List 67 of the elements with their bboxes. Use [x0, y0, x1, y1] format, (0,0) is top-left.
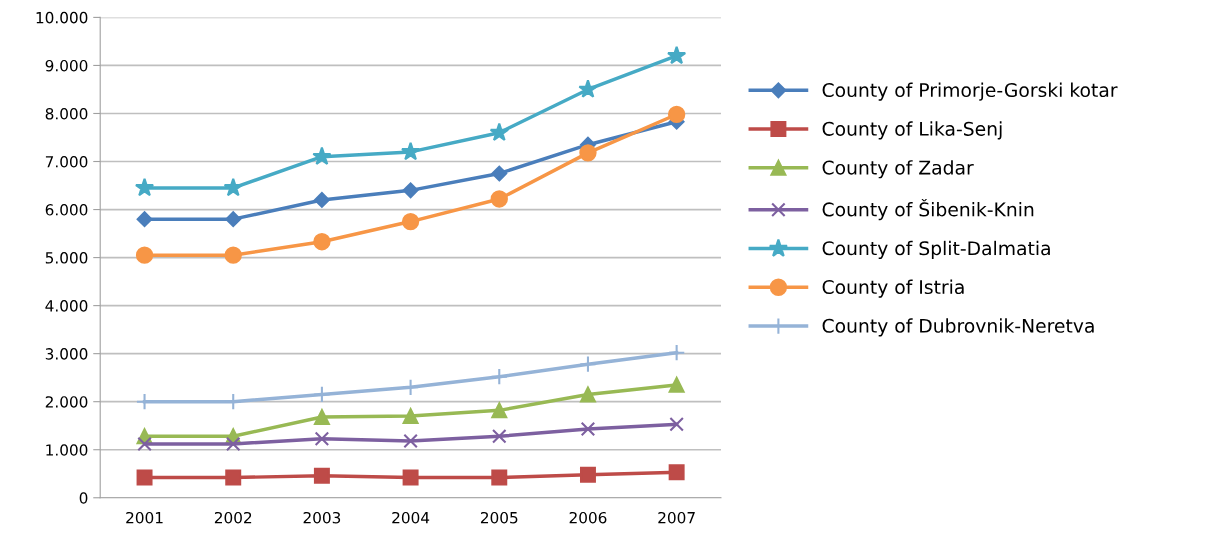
point — [402, 469, 419, 486]
point — [136, 469, 153, 486]
point — [225, 469, 242, 486]
point — [491, 469, 508, 486]
point — [578, 79, 598, 98]
x-tick-label: 2004 — [392, 511, 430, 524]
point — [313, 467, 330, 484]
point — [312, 146, 332, 166]
point — [135, 246, 154, 264]
point — [668, 464, 685, 481]
point — [402, 182, 419, 199]
point — [491, 428, 507, 444]
y-tick-label: 7.000 — [45, 155, 88, 168]
point — [225, 436, 241, 452]
point — [314, 431, 330, 446]
x-tick-label: 2005 — [480, 511, 518, 524]
legend-label: County of Primorje-Gorski kotar — [822, 82, 1118, 101]
point — [225, 211, 242, 228]
point — [313, 385, 331, 404]
x-tick-label: 2002 — [214, 511, 252, 524]
point — [579, 144, 597, 162]
y-tick-label: 10.000 — [36, 11, 88, 24]
x-tick-label: 2001 — [126, 511, 163, 524]
y-tick-label: 5.000 — [45, 252, 88, 264]
legend-label: County of Istria — [822, 279, 964, 298]
point — [402, 408, 419, 425]
point — [491, 165, 508, 182]
point — [579, 386, 596, 403]
y-tick-label: 3.000 — [45, 348, 88, 360]
y-tick-label: 9.000 — [45, 59, 88, 72]
point — [136, 211, 153, 228]
legend-label: County of Split-Dalmatia — [822, 240, 1050, 259]
point — [137, 436, 152, 452]
point — [669, 416, 684, 432]
point — [579, 466, 596, 483]
point — [667, 344, 686, 362]
y-tick-label: 1.000 — [46, 444, 88, 456]
point — [490, 190, 508, 208]
point — [313, 233, 331, 251]
point — [401, 212, 420, 231]
x-tick-label: 2003 — [303, 511, 341, 524]
point — [400, 141, 421, 161]
point — [579, 355, 597, 373]
y-tick-label: 0 — [79, 492, 88, 504]
point — [667, 45, 687, 65]
point — [490, 368, 508, 386]
point — [668, 376, 685, 393]
x-tick-label: 2007 — [658, 511, 695, 524]
x-tick-label: 2006 — [569, 511, 607, 524]
legend-label: County of Zadar — [822, 160, 974, 179]
point — [223, 177, 243, 197]
legend-label: County of Dubrovnik-Neretva — [822, 318, 1094, 337]
point — [491, 402, 508, 419]
y-tick-label: 4.000 — [45, 300, 88, 312]
point — [489, 122, 509, 142]
point — [313, 409, 330, 426]
point — [403, 433, 418, 449]
point — [224, 246, 242, 264]
point — [314, 192, 330, 208]
point — [134, 177, 155, 197]
y-tick-label: 6.000 — [45, 204, 88, 216]
point — [667, 105, 686, 124]
y-tick-label: 8.000 — [45, 107, 88, 120]
point — [580, 421, 596, 437]
legend-label: County of Lika-Senj — [822, 121, 1002, 140]
y-tick-label: 2.000 — [45, 396, 88, 408]
legend-label: County of Šibenik-Knin — [822, 198, 1034, 221]
